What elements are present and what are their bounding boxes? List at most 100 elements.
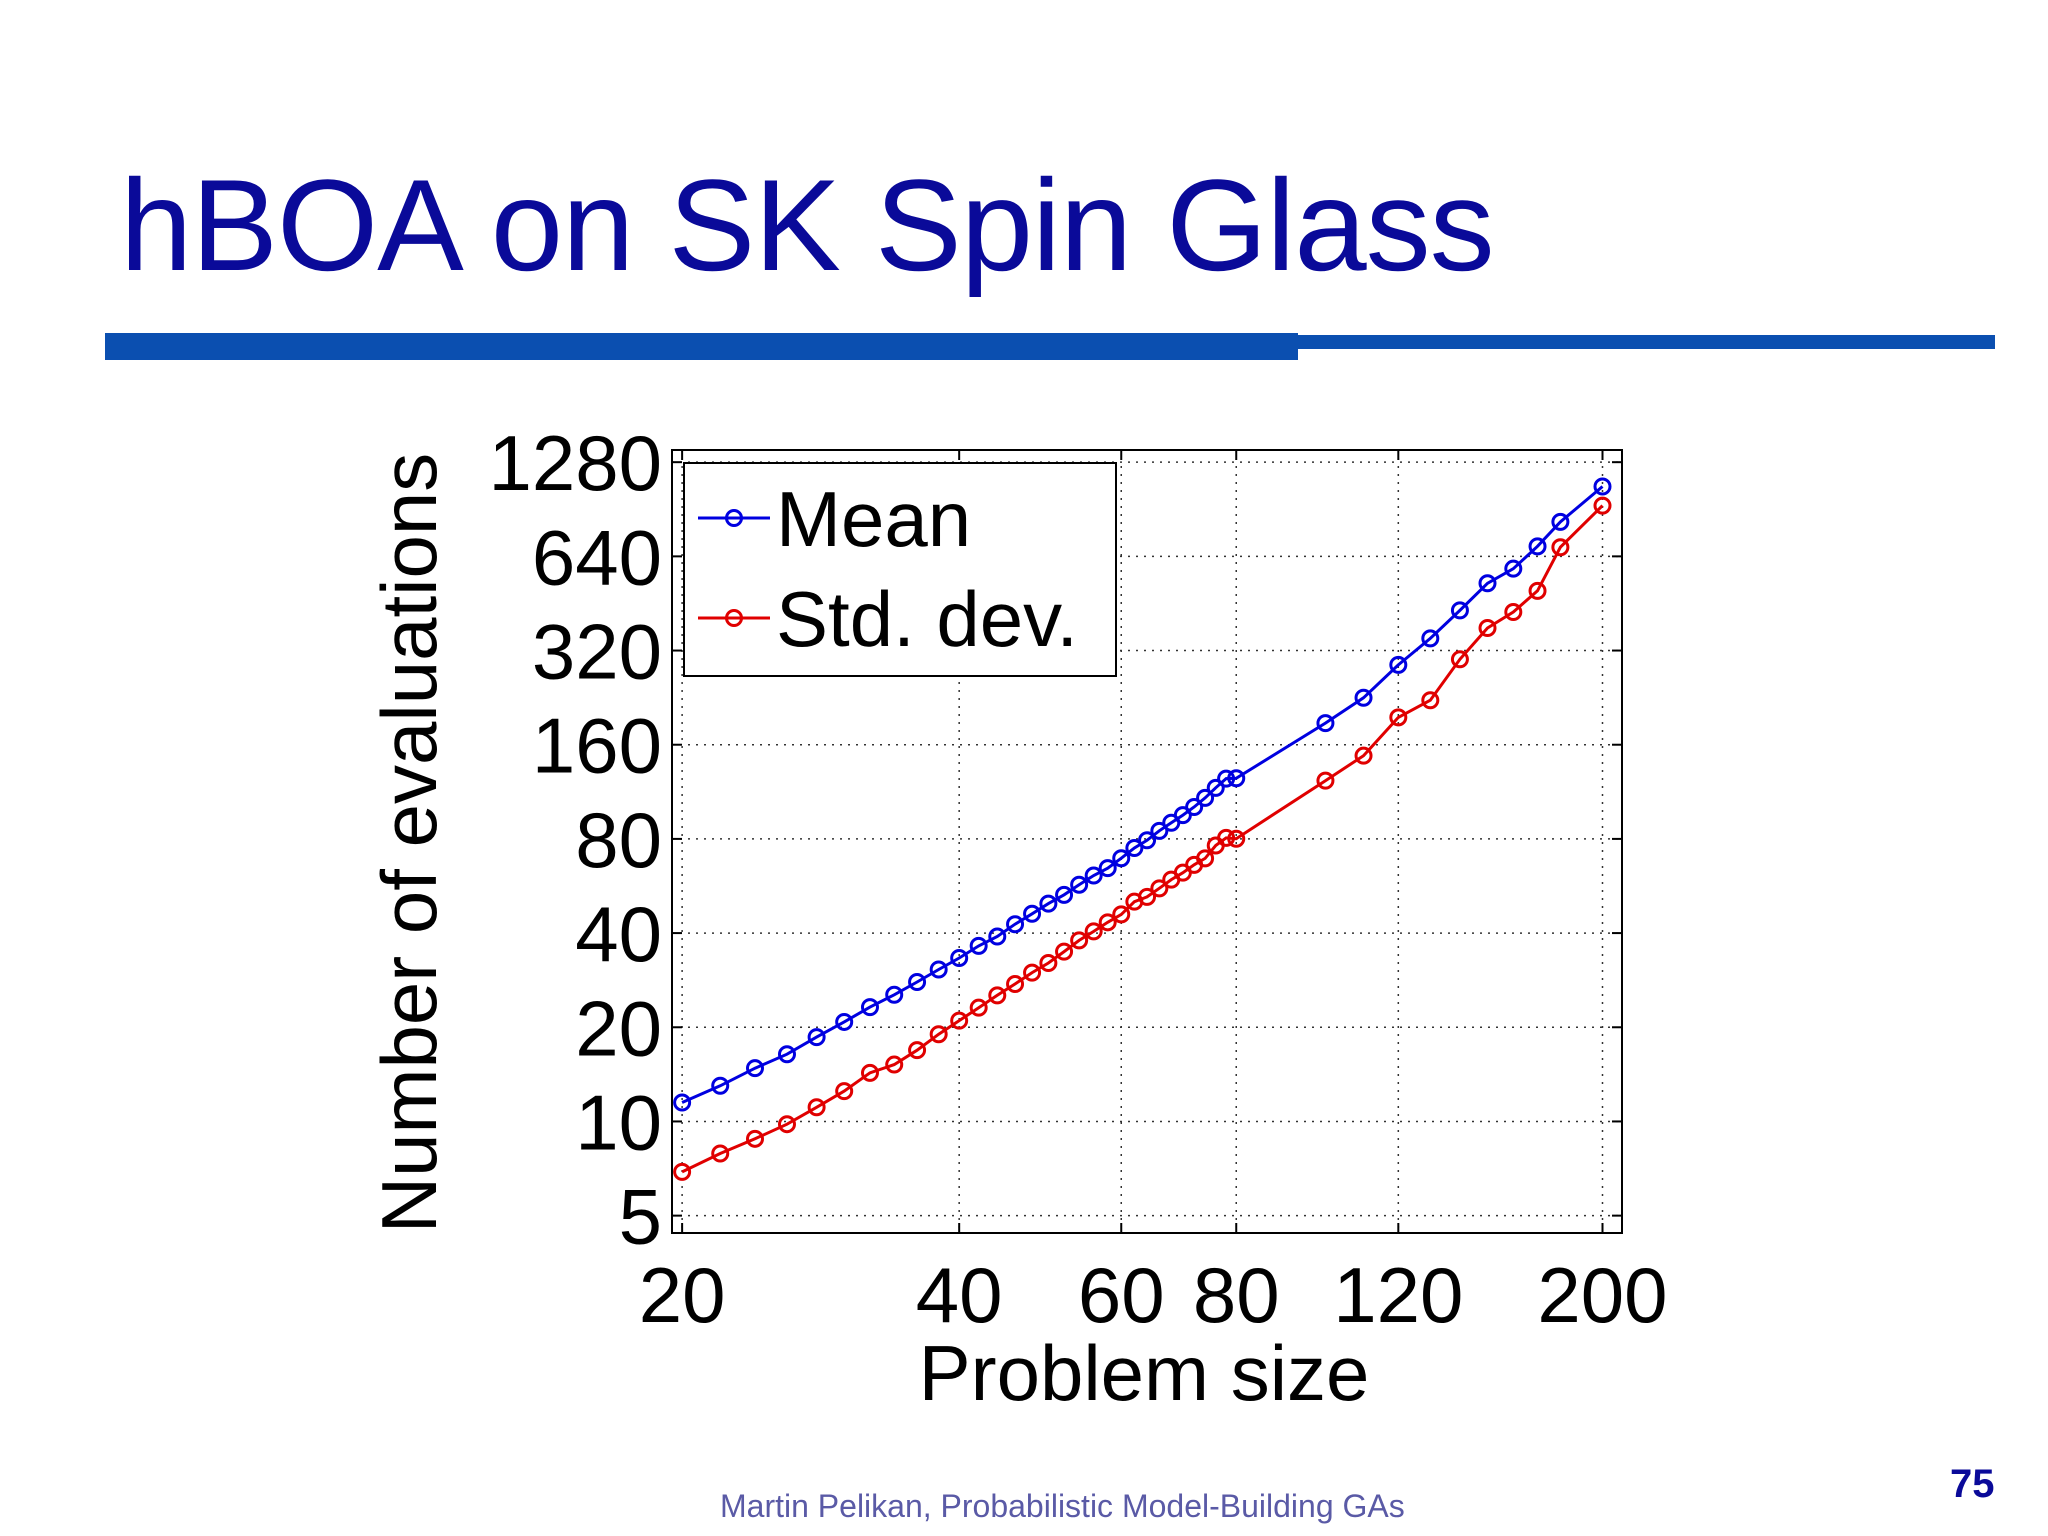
data-point [908,973,927,992]
data-point [1125,839,1144,858]
data-point [860,998,879,1017]
data-point [835,1012,854,1031]
legend-box [683,462,1117,677]
y-tick-label: 160 [532,702,662,790]
data-point [1023,904,1042,923]
legend-marker [725,609,743,627]
data-point [1206,778,1225,797]
data-point [1528,581,1547,600]
title-rule-thin [1298,335,1995,349]
data-point [969,998,988,1017]
data-point [1084,866,1103,885]
data-point [711,1076,730,1095]
data-point [929,1025,948,1044]
data-point [1098,913,1117,932]
data-point [673,1162,692,1181]
data-point [1039,953,1058,972]
slide-title: hBOA on SK Spin Glass [120,152,1495,298]
data-point [1551,512,1570,531]
data-point [1006,974,1025,993]
data-point [988,986,1007,1005]
data-point [1055,885,1074,904]
legend-item: Mean [698,475,971,563]
data-point [745,1129,764,1148]
data-point [1227,829,1246,848]
y-tick-label: 5 [619,1173,662,1261]
data-point [885,1055,904,1074]
data-point [1593,496,1612,515]
footer-text: Martin Pelikan, Probabilistic Model-Buil… [720,1488,1405,1524]
data-point [1185,797,1204,816]
data-point [1217,769,1236,788]
data-point [1593,477,1612,496]
legend: Mean Std. dev. [683,462,1117,677]
data-point [1098,859,1117,878]
data-point [711,1144,730,1163]
data-point [969,936,988,955]
data-point [1084,922,1103,941]
data-point [1354,746,1373,765]
legend-item: Std. dev. [698,575,1078,663]
data-point [1354,688,1373,707]
data-point [988,927,1007,946]
data-point [1138,831,1157,850]
data-point [1450,601,1469,620]
data-point [1227,769,1246,788]
x-tick-label: 40 [916,1251,1003,1339]
data-point [1112,905,1131,924]
data-point [835,1082,854,1101]
data-point [807,1028,826,1047]
data-point [1023,963,1042,982]
data-point [929,960,948,979]
data-point [1217,828,1236,847]
data-point [745,1059,764,1078]
data-point [807,1098,826,1117]
data-point [1421,691,1440,710]
data-point [1450,650,1469,669]
data-point [860,1063,879,1082]
data-point [1421,629,1440,648]
data-point [1055,942,1074,961]
y-tick-label: 640 [532,513,662,601]
y-tick-label: 1280 [488,419,662,507]
data-point [673,1093,692,1112]
data-point [950,1011,969,1030]
y-tick-label: 10 [575,1078,662,1166]
data-point [950,948,969,967]
y-tick-label: 320 [532,608,662,696]
data-point [1150,879,1169,898]
data-point [1112,849,1131,868]
data-point [1504,559,1523,578]
data-point [885,985,904,1004]
y-tick-label: 80 [575,796,662,884]
data-point [1389,655,1408,674]
data-point [1070,875,1089,894]
data-point [1551,538,1570,557]
legend-marker [725,509,743,527]
data-point [1196,788,1215,807]
data-point [1316,771,1335,790]
data-point [1528,537,1547,556]
series-std-dev [673,496,1612,1181]
x-tick-label: 120 [1333,1251,1463,1339]
data-point [1316,714,1335,733]
plot-frame [671,449,1623,1234]
series-mean [673,477,1612,1112]
legend-label: Std. dev. [776,575,1078,663]
y-axis-label: Number of evaluations [365,453,453,1233]
data-point [777,1115,796,1134]
legend-label: Mean [776,475,971,563]
data-point [908,1041,927,1060]
data-point [1070,931,1089,950]
x-tick-label: 20 [639,1251,726,1339]
x-tick-label: 80 [1193,1251,1280,1339]
data-point [1006,915,1025,934]
x-axis-label: Problem size [919,1329,1370,1417]
y-tick-label: 40 [575,890,662,978]
data-point [777,1045,796,1064]
y-tick-label: 20 [575,984,662,1072]
data-point [1389,708,1408,727]
x-tick-label: 60 [1078,1251,1165,1339]
data-point [1504,603,1523,622]
data-point [1039,894,1058,913]
